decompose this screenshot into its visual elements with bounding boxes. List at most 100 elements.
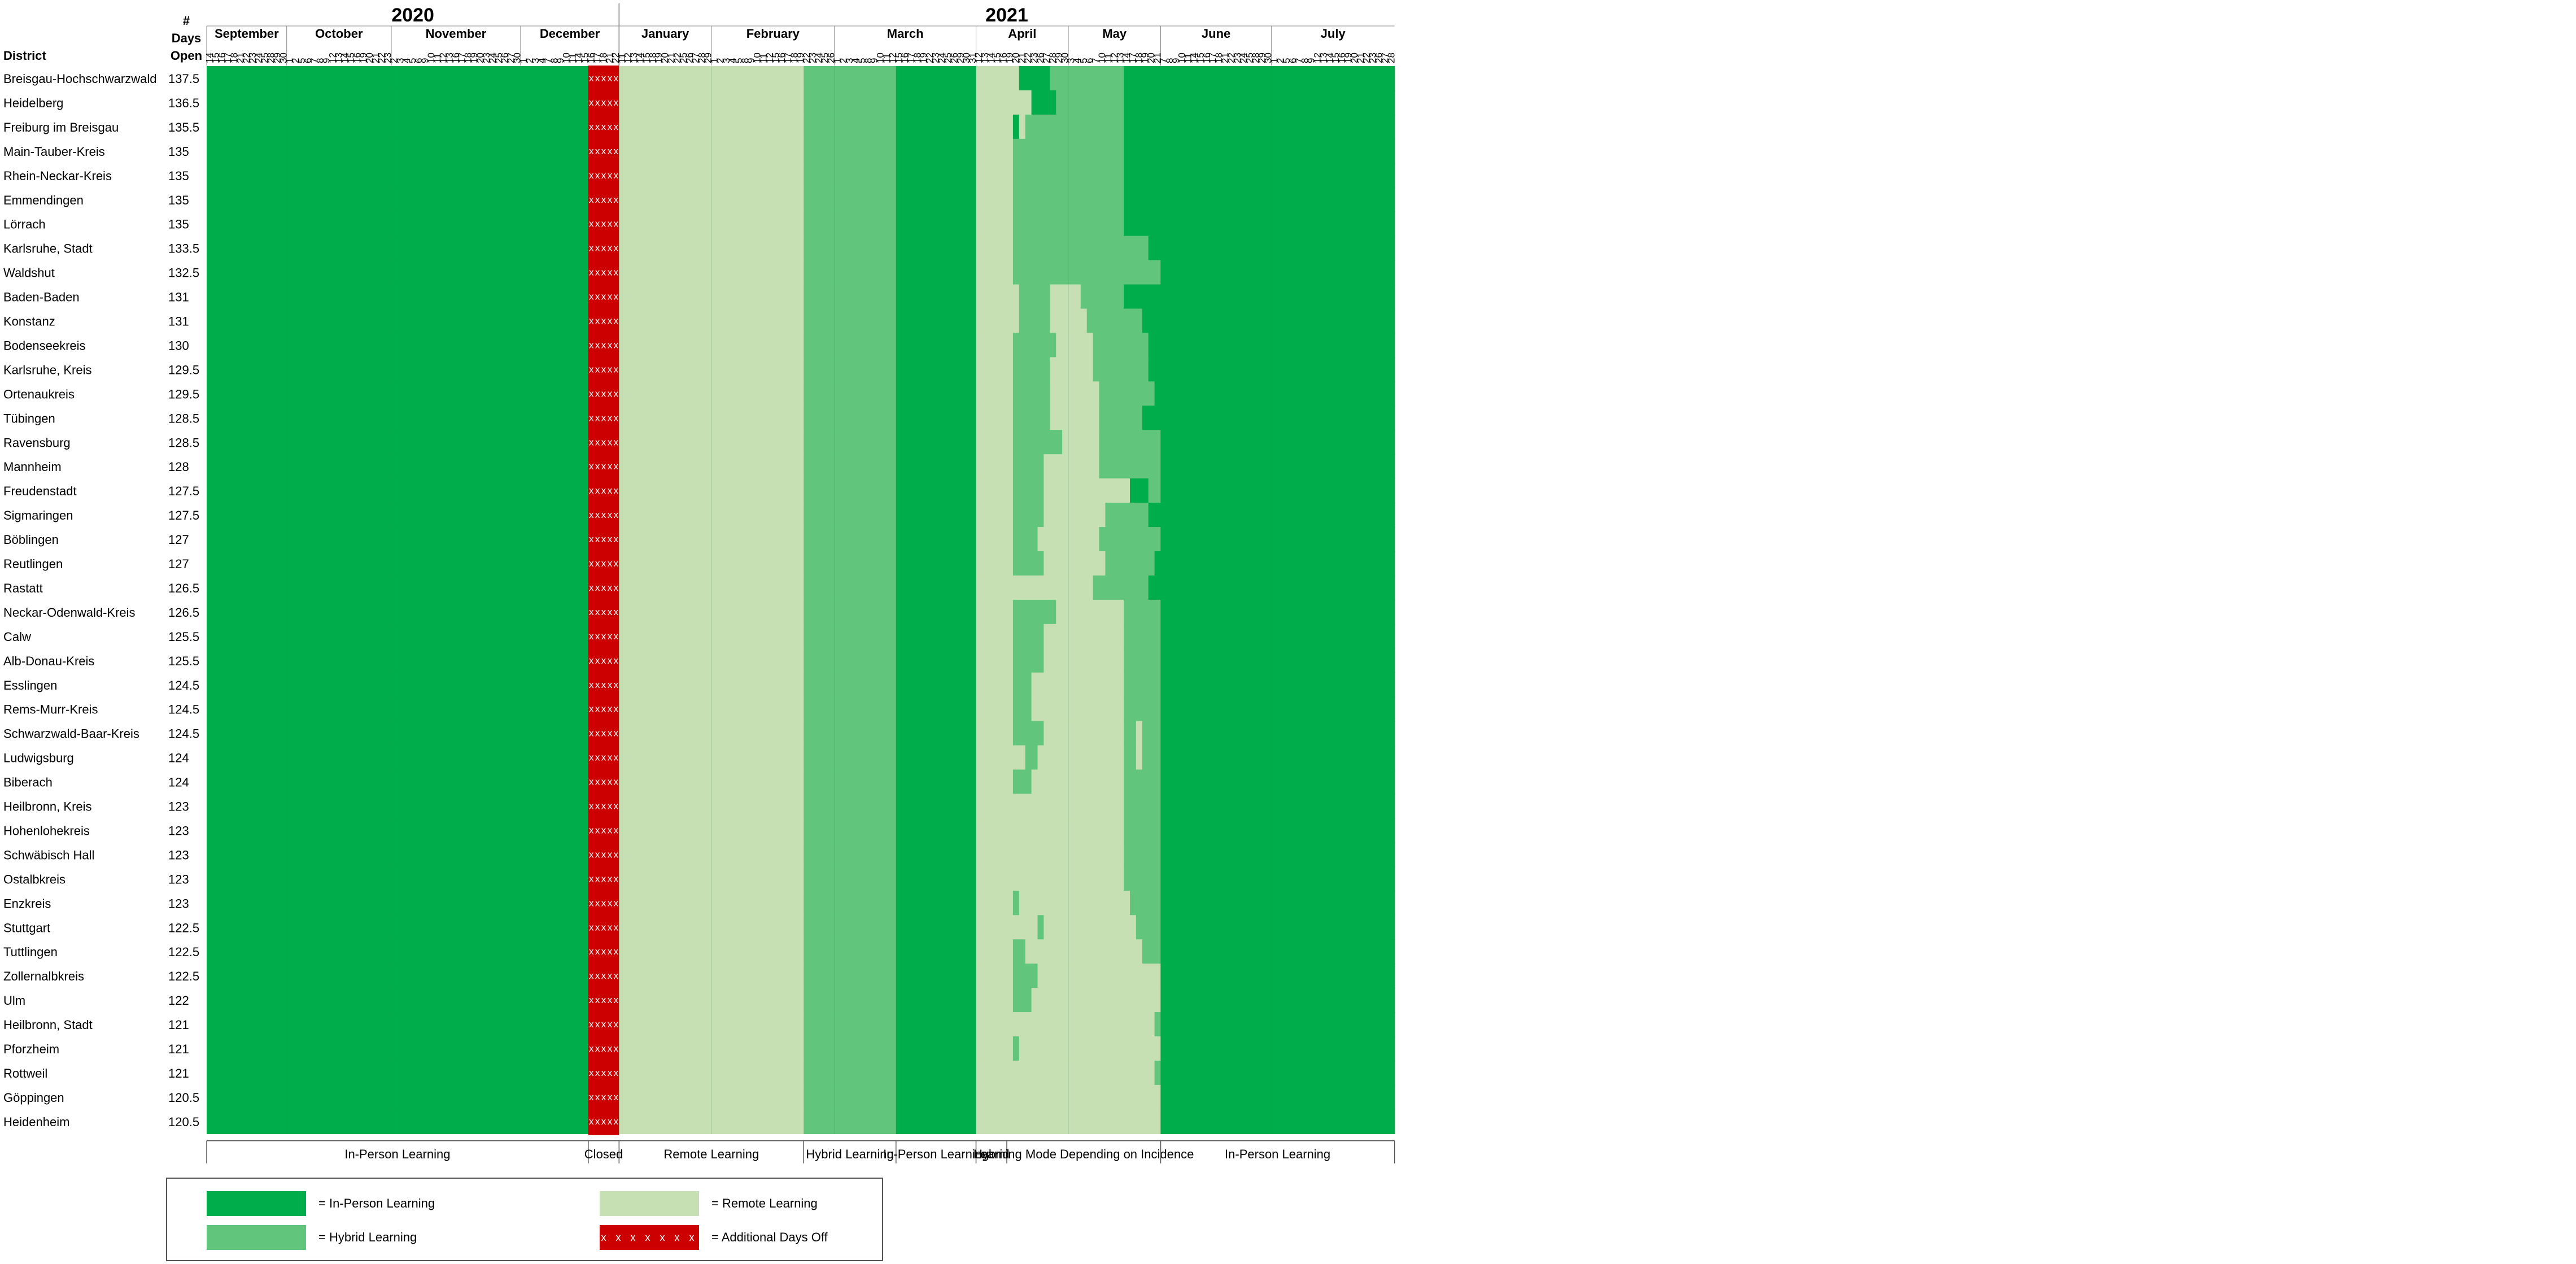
heatmap-cell-remote (976, 1060, 1155, 1086)
heatmap-cell-hybrid (1148, 478, 1162, 504)
off-day-marker: x (601, 388, 606, 399)
off-day-marker: x (601, 437, 606, 447)
day-tick-label: 25 (260, 53, 270, 63)
district-name: Rems-Murr-Kreis (3, 703, 98, 717)
off-day-marker: x (595, 194, 600, 205)
heatmap-cell-hybrid (1012, 672, 1032, 698)
heatmap-cell-in_person (1124, 211, 1395, 237)
day-tick-label: 9 (1306, 58, 1317, 63)
month-label: September (215, 27, 279, 41)
day-tick-label: 24 (814, 53, 824, 63)
day-tick-label: 25 (942, 53, 953, 63)
heatmap-cell-in_person (896, 527, 977, 552)
off-day-marker: x (601, 1067, 606, 1078)
days-open-header: Open (171, 49, 202, 63)
heatmap-cell-in_person (896, 284, 977, 310)
heatmap-cell-in_person (896, 866, 977, 892)
heatmap-cell-hybrid (1142, 745, 1162, 770)
off-day-marker: x (601, 946, 606, 957)
off-day-marker: x (608, 412, 613, 423)
off-day-marker: x (614, 607, 619, 617)
legend-item-off: x x x x x x x x = Additional Days Off (600, 1225, 828, 1250)
heatmap-cell-hybrid (1099, 406, 1143, 431)
district-name: Ulm (3, 993, 25, 1008)
heatmap-cell-remote (1050, 406, 1100, 431)
day-tick-label: 22 (377, 53, 387, 63)
day-tick-label: 13 (1318, 53, 1329, 63)
heatmap-cell-remote (976, 1084, 1162, 1110)
day-tick-label: 15 (992, 53, 1003, 63)
heatmap-cell-in_person (896, 818, 977, 843)
heatmap-cell-remote (619, 988, 804, 1013)
legend-label-in-person: = In-Person Learning (318, 1196, 435, 1210)
day-tick-label: 15 (210, 53, 221, 63)
day-tick-label: 2 (838, 58, 849, 63)
heatmap-cell-in_person (1160, 1084, 1395, 1110)
heatmap-cell-remote (1019, 891, 1130, 916)
off-day-marker: x (601, 897, 606, 908)
heatmap-cell-hybrid (1124, 842, 1162, 868)
heatmap-cell-in_person (207, 527, 589, 552)
off-day-marker: x (601, 509, 606, 520)
closed-block (588, 66, 619, 1135)
heatmap-cell-remote (1136, 721, 1143, 746)
day-tick-label: 4 (401, 58, 412, 63)
day-tick-label: 16 (998, 53, 1009, 63)
off-day-marker: x (608, 582, 613, 593)
off-day-marker: x (614, 1116, 619, 1127)
heatmap-cell-remote (619, 503, 804, 528)
district-name: Rhein-Neckar-Kreis (3, 169, 112, 183)
heatmap-cell-in_person (896, 551, 977, 577)
heatmap-cell-in_person (1130, 478, 1149, 504)
day-tick-label: 6 (1287, 58, 1298, 63)
off-day-marker: x (601, 607, 606, 617)
heatmap-cell-hybrid (1012, 1036, 1020, 1062)
days-open-value: 127.5 (168, 508, 199, 522)
heatmap-cell-remote (619, 866, 804, 892)
heatmap-cell-in_person (896, 648, 977, 673)
heatmap-cell-in_person (1160, 745, 1395, 770)
heatmap-cell-remote (619, 964, 804, 989)
off-day-marker: x (608, 777, 613, 787)
day-tick-label: 5 (733, 58, 744, 63)
off-day-marker: x (608, 801, 613, 812)
off-day-marker: x (595, 437, 600, 447)
heatmap-cell-hybrid (1154, 1060, 1162, 1086)
legend-item-remote: = Remote Learning (600, 1191, 818, 1216)
off-day-marker: x (595, 631, 600, 642)
heatmap-cell-in_person (1160, 454, 1395, 480)
off-day-marker: x (595, 1067, 600, 1078)
day-tick-label: 2 (715, 58, 726, 63)
legend-label-off: = Additional Days Off (711, 1230, 828, 1244)
off-day-marker: x (608, 679, 613, 690)
heatmap-cell-hybrid (804, 964, 897, 989)
day-tick-label: 21 (1355, 53, 1366, 63)
days-open-value: 129.5 (168, 387, 199, 401)
day-tick-label: 6 (303, 58, 313, 63)
days-open-value: 123 (168, 823, 189, 838)
heatmap-cell-remote (1044, 454, 1100, 480)
day-tick-label: 2 (388, 58, 399, 63)
day-tick-label: 27 (691, 53, 701, 63)
day-tick-label: 22 (610, 53, 621, 63)
off-day-marker: x (601, 801, 606, 812)
heatmap-cell-hybrid (1012, 988, 1032, 1013)
heatmap-cell-remote (976, 90, 1032, 116)
heatmap-cell-in_person (207, 138, 589, 164)
legend-item-hybrid: = Hybrid Learning (207, 1225, 417, 1250)
day-tick-label: 1 (518, 58, 529, 63)
heatmap-cell-remote (619, 211, 804, 237)
heatmap-cell-in_person (896, 66, 977, 91)
day-tick-label: 15 (641, 53, 652, 63)
off-day-marker: x (614, 437, 619, 447)
heatmap-cell-hybrid (804, 794, 897, 819)
day-tick-label: 18 (1133, 53, 1144, 63)
off-day-marker: x (608, 219, 613, 229)
day-tick-label: 13 (980, 53, 990, 63)
off-day-marker: x (608, 316, 613, 326)
heatmap-cell-in_person (896, 381, 977, 407)
heatmap-cell-hybrid (804, 1060, 897, 1086)
heatmap-cell-in_person (896, 575, 977, 601)
day-tick-label: 15 (579, 53, 590, 63)
district-header: District (3, 49, 46, 63)
